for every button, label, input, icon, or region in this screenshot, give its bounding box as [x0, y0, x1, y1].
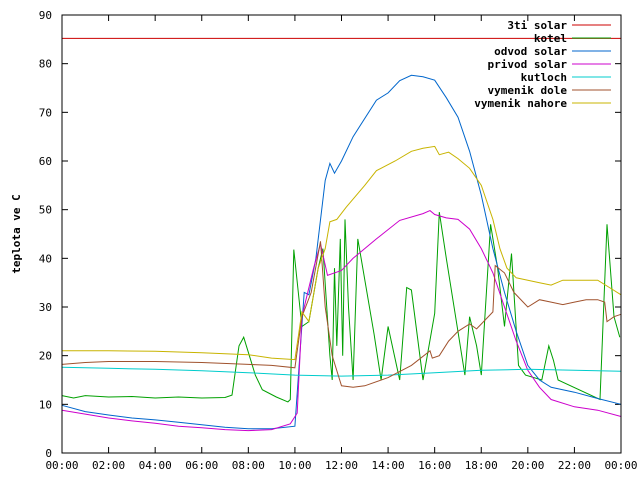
x-axis-ticks: 00:00 02:00 04:00 06:00 08:00 10:00 12:00 14:00…: [45, 15, 638, 472]
y-tick-label: 70: [39, 106, 52, 119]
legend-label: vymenik dole: [488, 84, 568, 97]
y-tick-label: 90: [39, 9, 52, 22]
x-tick-label: 02:00: [92, 459, 125, 472]
series-line-kutloch: [61, 366, 622, 377]
y-axis-label: teplota ve C: [10, 194, 23, 273]
y-tick-label: 30: [39, 301, 52, 314]
series-lines: [61, 37, 622, 432]
series-line-odvod-solar: [61, 74, 622, 430]
y-tick-label: 50: [39, 204, 52, 217]
plot-frame: [61, 14, 622, 454]
y-axis-ticks: 0 10 20 30 40 50 60 70 80 90: [39, 9, 621, 460]
x-tick-label: 16:00: [418, 459, 451, 472]
y-tick-label: 60: [39, 155, 52, 168]
y-tick-label: 0: [45, 447, 52, 460]
legend-label: vymenik nahore: [474, 97, 567, 110]
legend-label: 3ti solar: [507, 19, 567, 32]
legend-label: kutloch: [521, 71, 567, 84]
x-tick-label: 04:00: [139, 459, 172, 472]
x-tick-label: 08:00: [232, 459, 265, 472]
x-tick-label: 18:00: [465, 459, 498, 472]
x-tick-label: 00:00: [604, 459, 637, 472]
x-tick-label: 10:00: [278, 459, 311, 472]
legend-label: privod solar: [488, 58, 568, 71]
y-tick-label: 20: [39, 350, 52, 363]
x-tick-label: 20:00: [511, 459, 544, 472]
x-tick-label: 14:00: [372, 459, 405, 472]
series-line-kotel: [61, 212, 621, 403]
legend-label: kotel: [534, 32, 567, 45]
y-tick-label: 40: [39, 252, 52, 265]
series-line-vymenik-nahore: [62, 145, 622, 361]
x-tick-label: 06:00: [185, 459, 218, 472]
x-tick-label: 12:00: [325, 459, 358, 472]
y-tick-label: 80: [39, 58, 52, 71]
x-tick-label: 00:00: [45, 459, 78, 472]
y-tick-label: 10: [39, 398, 52, 411]
legend-label: odvod solar: [494, 45, 567, 58]
series-line-vymenik-dole: [61, 241, 622, 388]
series-line-privod-solar: [61, 210, 622, 432]
x-tick-label: 22:00: [558, 459, 591, 472]
